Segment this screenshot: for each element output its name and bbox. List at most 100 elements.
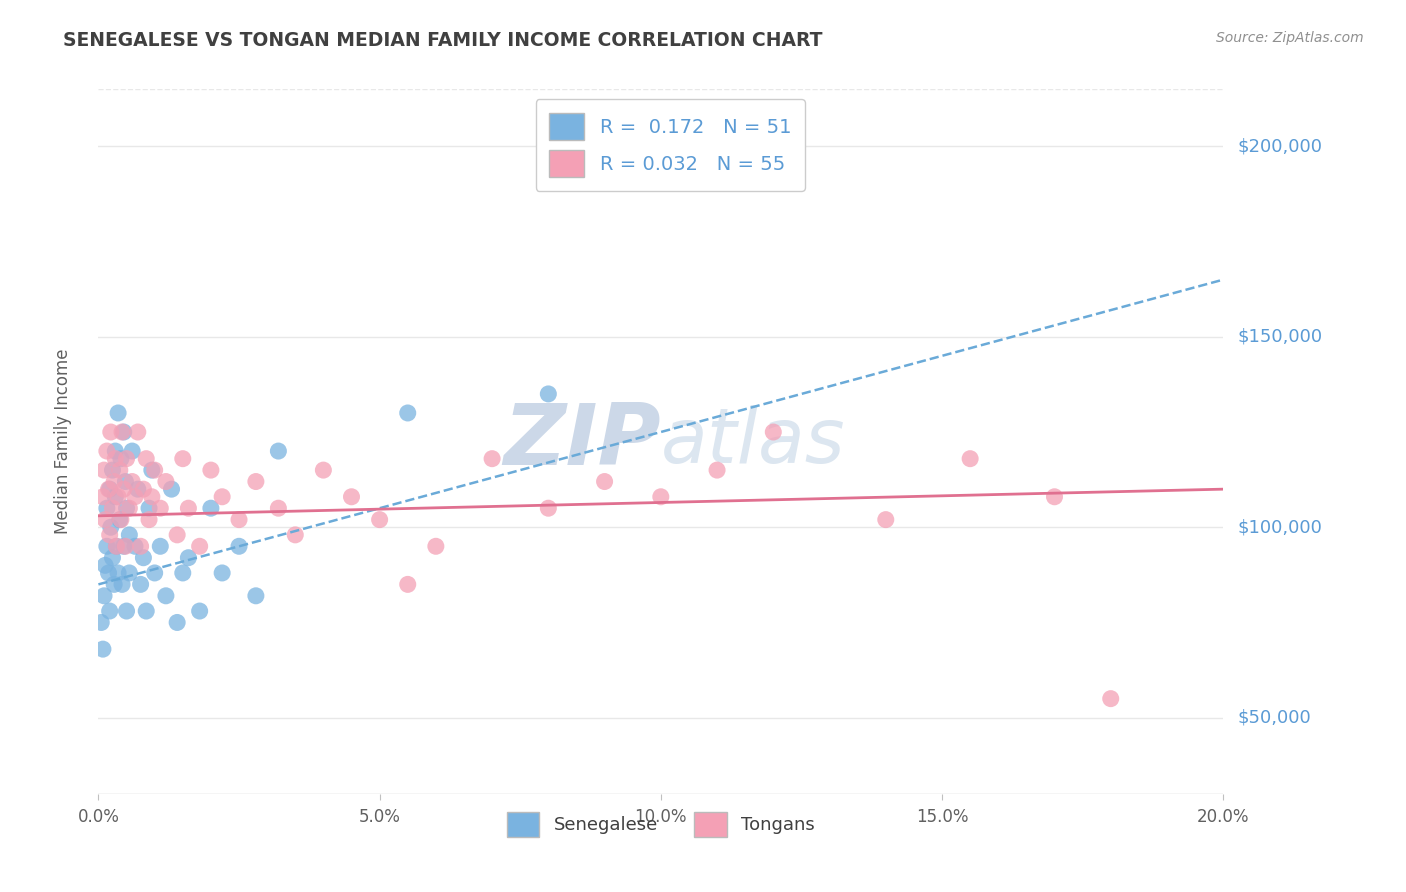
Point [103, 475, 125, 489]
Point [115, 604, 138, 618]
Point [593, 475, 616, 489]
Point [127, 482, 149, 496]
Point [103, 577, 125, 591]
Point [143, 566, 166, 580]
Point [124, 539, 146, 553]
Point [114, 539, 136, 553]
Point [160, 482, 183, 496]
Point [155, 589, 177, 603]
Text: $150,000: $150,000 [1237, 327, 1322, 346]
Point [141, 463, 163, 477]
Point [110, 513, 132, 527]
Point [94, 558, 117, 573]
Point [149, 539, 172, 553]
Text: SENEGALESE VS TONGAN MEDIAN FAMILY INCOME CORRELATION CHART: SENEGALESE VS TONGAN MEDIAN FAMILY INCOM… [63, 31, 823, 50]
Point [149, 501, 172, 516]
Point [112, 425, 135, 439]
Point [98, 482, 121, 496]
Point [188, 539, 211, 553]
Point [166, 528, 188, 542]
Point [155, 475, 177, 489]
Point [172, 566, 194, 580]
Point [104, 490, 127, 504]
Point [118, 501, 141, 516]
Point [96, 539, 118, 553]
Point [112, 539, 135, 553]
Point [100, 520, 122, 534]
Point [650, 490, 672, 504]
Point [396, 577, 419, 591]
Point [200, 463, 222, 477]
Point [110, 451, 132, 466]
Point [245, 589, 267, 603]
Point [706, 463, 728, 477]
Point [127, 425, 149, 439]
Point [91, 490, 114, 504]
Point [368, 513, 391, 527]
Point [537, 501, 560, 516]
Point [96, 501, 118, 516]
Point [228, 539, 250, 553]
Point [135, 451, 157, 466]
Point [284, 528, 307, 542]
Point [177, 550, 200, 565]
Text: atlas: atlas [661, 405, 845, 478]
Point [124, 490, 146, 504]
Point [267, 444, 290, 458]
Point [105, 539, 128, 553]
Point [959, 451, 981, 466]
Point [98, 528, 121, 542]
Point [143, 463, 166, 477]
Point [107, 566, 129, 580]
Point [115, 501, 138, 516]
Point [115, 451, 138, 466]
Point [166, 615, 188, 630]
Point [537, 387, 560, 401]
Point [138, 513, 160, 527]
Point [121, 475, 143, 489]
Y-axis label: Median Family Income: Median Family Income [53, 349, 72, 534]
Point [108, 463, 131, 477]
Point [340, 490, 363, 504]
Point [177, 501, 200, 516]
Point [114, 475, 136, 489]
Point [108, 513, 131, 527]
Point [118, 528, 141, 542]
Point [98, 604, 121, 618]
Point [141, 490, 163, 504]
Point [129, 539, 152, 553]
Point [97, 482, 120, 496]
Text: $200,000: $200,000 [1237, 137, 1322, 155]
Point [111, 425, 134, 439]
Point [101, 501, 124, 516]
Text: Source: ZipAtlas.com: Source: ZipAtlas.com [1216, 31, 1364, 45]
Point [481, 451, 503, 466]
Text: ZIP: ZIP [503, 400, 661, 483]
Point [93, 463, 115, 477]
Point [96, 444, 118, 458]
Point [121, 444, 143, 458]
Point [129, 577, 152, 591]
Point [211, 490, 233, 504]
Text: $100,000: $100,000 [1237, 518, 1322, 536]
Point [101, 550, 124, 565]
Point [762, 425, 785, 439]
Point [104, 444, 127, 458]
Point [211, 566, 233, 580]
Point [94, 513, 117, 527]
Point [312, 463, 335, 477]
Point [1099, 691, 1122, 706]
Point [396, 406, 419, 420]
Point [425, 539, 447, 553]
Point [245, 475, 267, 489]
Point [97, 566, 120, 580]
Point [118, 566, 141, 580]
Point [200, 501, 222, 516]
Point [875, 513, 897, 527]
Point [132, 550, 155, 565]
Point [112, 482, 135, 496]
Point [111, 577, 134, 591]
Point [90, 615, 112, 630]
Point [267, 501, 290, 516]
Point [107, 490, 129, 504]
